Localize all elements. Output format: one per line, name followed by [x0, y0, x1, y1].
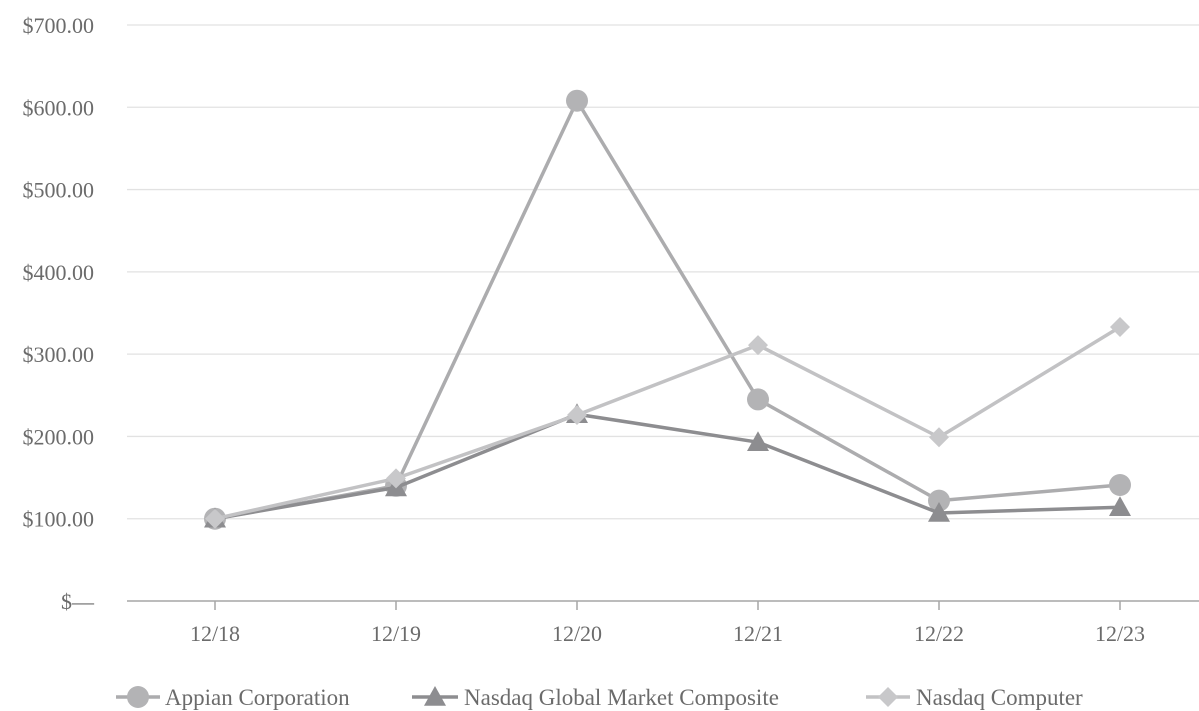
- data-point: [747, 388, 769, 411]
- data-point: [1110, 316, 1130, 337]
- data-point: [748, 335, 768, 356]
- y-tick-label: $100.00: [23, 507, 95, 532]
- legend-marker: [127, 686, 149, 708]
- data-point: [566, 89, 588, 112]
- series-nasdaq-global-market-composite: [204, 403, 1131, 528]
- data-point: [386, 468, 406, 489]
- x-tick-label: 12/18: [190, 621, 240, 646]
- y-tick-label: $600.00: [23, 95, 95, 120]
- x-axis: [127, 600, 1199, 610]
- x-axis-tick-labels: 12/18 12/19 12/20 12/21 12/22 12/23: [190, 621, 1145, 646]
- data-point: [1109, 496, 1131, 516]
- y-axis-tick-labels: $— $100.00 $200.00 $300.00 $400.00 $500.00 $60…: [23, 13, 96, 614]
- legend-label: Appian Corporation: [165, 685, 350, 710]
- legend-marker: [424, 686, 446, 706]
- y-tick-label: $200.00: [23, 424, 95, 449]
- series-appian-corporation: [204, 89, 1131, 530]
- series-line: [214, 98, 1121, 521]
- x-tick-label: 12/19: [371, 621, 421, 646]
- series-line: [214, 325, 1121, 521]
- data-point: [928, 489, 950, 512]
- data-point: [928, 501, 950, 522]
- series-layer: [204, 89, 1131, 530]
- data-point: [1109, 473, 1131, 496]
- y-tick-label: $—: [61, 589, 95, 614]
- x-tick-label: 12/20: [552, 621, 602, 646]
- y-tick-label: $700.00: [23, 13, 95, 38]
- series-line: [214, 412, 1121, 521]
- data-point: [747, 431, 769, 451]
- data-point: [567, 405, 587, 426]
- legend: Appian Corporation Nasdaq Global Market C…: [116, 685, 1083, 710]
- legend-item-nasdaq-computer: Nasdaq Computer: [866, 685, 1083, 710]
- legend-item-nasdaq-global-market-composite: Nasdaq Global Market Composite: [412, 685, 779, 710]
- legend-item-appian-corporation: Appian Corporation: [116, 685, 350, 710]
- gridlines: [127, 24, 1199, 520]
- legend-marker: [878, 687, 898, 707]
- legend-label: Nasdaq Computer: [916, 685, 1083, 710]
- data-point: [929, 427, 949, 448]
- y-tick-label: $400.00: [23, 260, 95, 285]
- x-tick-label: 12/21: [733, 621, 783, 646]
- y-tick-label: $500.00: [23, 178, 95, 203]
- x-tick-label: 12/23: [1095, 621, 1145, 646]
- data-point: [205, 508, 225, 529]
- y-tick-label: $300.00: [23, 342, 95, 367]
- series-nasdaq-computer: [205, 316, 1130, 529]
- legend-label: Nasdaq Global Market Composite: [464, 685, 779, 710]
- x-tick-label: 12/22: [914, 621, 964, 646]
